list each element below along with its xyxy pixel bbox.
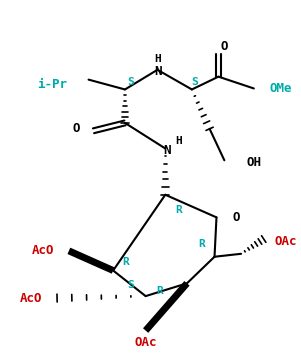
Text: OAc: OAc	[275, 236, 297, 248]
Text: R: R	[156, 286, 163, 296]
Text: O: O	[221, 39, 228, 53]
Text: R: R	[198, 239, 205, 249]
Text: OAc: OAc	[134, 336, 157, 349]
Text: O: O	[72, 122, 79, 135]
Text: H: H	[176, 136, 182, 146]
Text: AcO: AcO	[20, 292, 42, 304]
Text: O: O	[232, 211, 240, 224]
Text: AcO: AcO	[32, 244, 54, 257]
Text: R: R	[123, 257, 129, 267]
Text: R: R	[176, 205, 182, 215]
Text: S: S	[191, 76, 198, 87]
Text: i-Pr: i-Pr	[37, 78, 67, 91]
Text: H: H	[154, 54, 161, 64]
Text: S: S	[128, 76, 134, 87]
Text: S: S	[128, 280, 134, 290]
Text: N: N	[155, 65, 162, 78]
Text: OMe: OMe	[270, 82, 292, 95]
Text: N: N	[163, 144, 171, 157]
Text: OH: OH	[246, 156, 261, 169]
